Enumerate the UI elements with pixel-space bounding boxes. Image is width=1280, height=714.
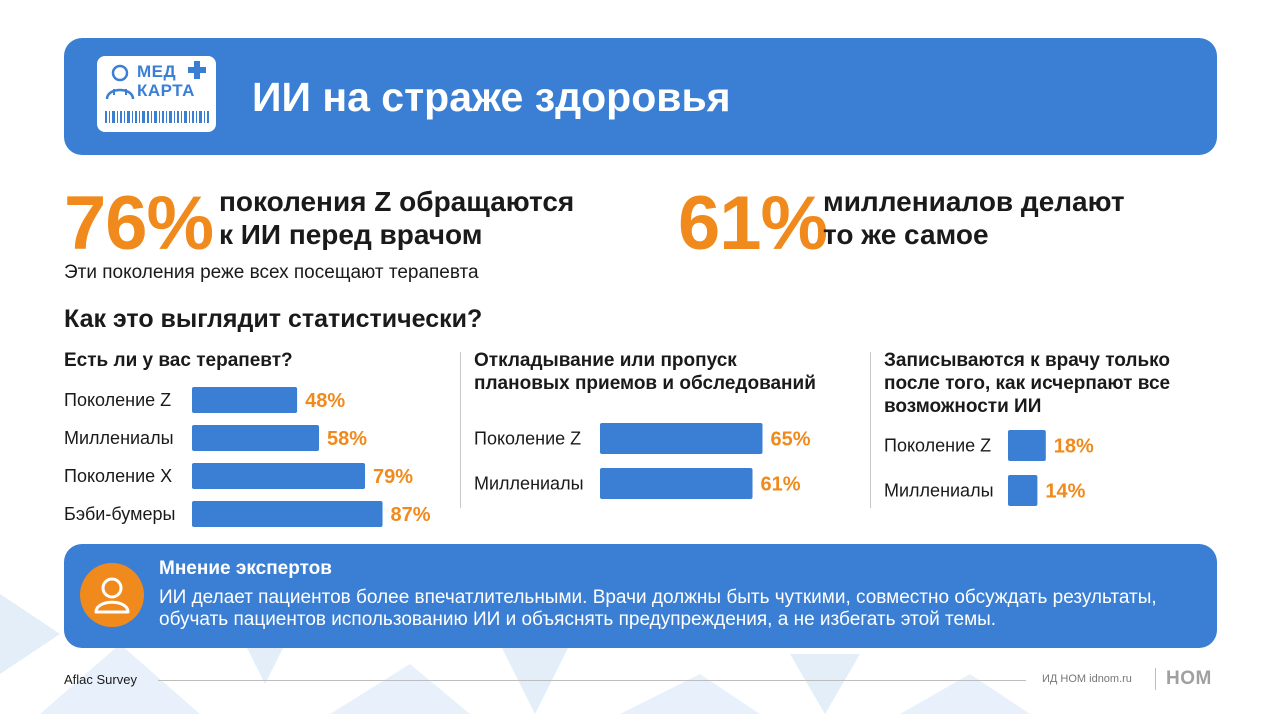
background-pattern [0, 594, 1030, 714]
stat-note: Эти поколения реже всех посещают терапев… [64, 262, 479, 283]
value-label: 87% [391, 504, 431, 526]
chart3-title-line3: возможности ИИ [884, 396, 1042, 417]
chart1-title: Есть ли у вас терапевт? [64, 350, 293, 371]
category-label: Поколение Z [884, 436, 991, 456]
chart-postponing: Поколение Z 65% Миллениалы 61% [474, 423, 811, 499]
value-label: 18% [1054, 436, 1094, 458]
value-label: 61% [761, 474, 801, 496]
chart2-title-line1: Откладывание или пропуск [474, 350, 737, 371]
doctor-icon [105, 64, 135, 100]
person-icon [94, 577, 130, 614]
category-label: Миллениалы [884, 481, 994, 501]
expert-opinion-panel: Мнение экспертов ИИ делает пациентов бол… [64, 544, 1217, 648]
footer-divider [158, 680, 1026, 681]
expert-avatar [80, 563, 144, 627]
brand-logo: НОМ [1166, 668, 1212, 689]
publisher-label: ИД НОМ idnom.ru [1042, 673, 1132, 685]
value-label: 48% [305, 390, 345, 412]
expert-title: Мнение экспертов [159, 558, 332, 579]
logo-word-med: МЕД [137, 62, 177, 81]
stat-text-millennials-line2: то же самое [823, 219, 989, 250]
bar [192, 501, 383, 527]
bar [192, 425, 320, 451]
section-title: Как это выглядит статистически? [64, 305, 483, 333]
bar [600, 468, 753, 499]
value-label: 79% [373, 466, 413, 488]
category-label: Бэби-бумеры [64, 504, 175, 524]
footer-separator [1155, 668, 1156, 690]
barcode-icon [105, 111, 209, 123]
source-label: Aflac Survey [64, 672, 137, 687]
chart3-title-line1: Записываются к врачу только [884, 350, 1171, 371]
value-label: 65% [771, 429, 811, 451]
stat-percent-gen-z: 76% [64, 181, 214, 266]
chart-therapist: Поколение Z 48% Миллениалы 58% Поколение X 79… [64, 387, 431, 527]
header-banner: МЕД КАРТА ИИ на с [64, 38, 1217, 155]
chart-divider [460, 352, 461, 508]
plus-icon [188, 61, 206, 79]
logo-word-karta: КАРТА [137, 81, 195, 100]
bar [600, 423, 763, 454]
stat-text-millennials-line1: миллениалов делают [823, 186, 1125, 217]
chart-divider [870, 352, 871, 508]
bar [192, 463, 366, 489]
bar [1008, 430, 1046, 461]
stat-text-gen-z-line2: к ИИ перед врачом [219, 219, 483, 250]
category-label: Поколение X [64, 466, 172, 486]
category-label: Миллениалы [474, 474, 584, 494]
bar [1008, 475, 1038, 506]
medkarta-logo: МЕД КАРТА [97, 56, 216, 132]
category-label: Поколение Z [474, 429, 581, 449]
chart3-title-line2: после того, как исчерпают все [884, 373, 1171, 394]
chart-ai-first: Поколение Z 18% Миллениалы 14% [884, 430, 1094, 506]
stat-percent-millennials: 61% [678, 181, 828, 266]
category-label: Миллениалы [64, 428, 174, 448]
expert-text: ИИ делает пациентов более впечатлительны… [159, 587, 1157, 630]
value-label: 58% [327, 428, 367, 450]
category-label: Поколение Z [64, 390, 171, 410]
chart2-title-line2: плановых приемов и обследований [474, 373, 816, 394]
page-title: ИИ на страже здоровья [252, 74, 731, 120]
value-label: 14% [1045, 481, 1085, 503]
bar [192, 387, 298, 413]
stat-text-gen-z-line1: поколения Z обращаются [219, 186, 575, 217]
